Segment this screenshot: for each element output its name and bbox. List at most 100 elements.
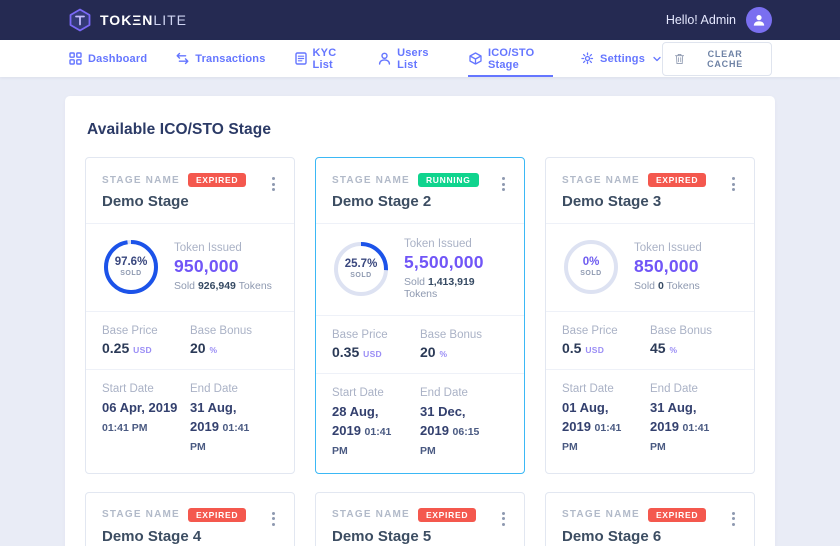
content-area: Available ICO/STO Stage STAGE NAME EXPIR…: [0, 77, 840, 546]
sold-tokens-value: 926,949: [197, 280, 236, 292]
base-price-block: Base Price 0.35 USD: [332, 329, 420, 360]
sold-tokens-value: 0: [657, 280, 664, 292]
token-issued-block: Token Issued 850,000 Sold 0 Tokens: [634, 242, 702, 292]
base-bonus-unit: %: [439, 349, 448, 359]
navbar-right: CLEAR CACHE: [662, 40, 772, 77]
base-bonus-unit: %: [209, 345, 218, 355]
token-issued-value: 950,000: [174, 256, 239, 276]
stage-card: STAGE NAME RUNNING Demo Stage 2 25.7% SO…: [315, 157, 525, 474]
end-date-value: 31 Dec, 2019 06:15 PM: [420, 404, 480, 457]
start-date-label: Start Date: [102, 383, 154, 395]
base-price-block: Base Price 0.5 USD: [562, 325, 650, 356]
base-bonus-block: Base Bonus 20 %: [420, 329, 508, 360]
sold-progress-ring: 97.6% SOLD: [102, 238, 160, 296]
base-bonus-block: Base Bonus 45 %: [650, 325, 738, 356]
nav-item-label: Transactions: [195, 52, 266, 65]
base-bonus-unit: %: [669, 345, 678, 355]
status-badge: RUNNING: [417, 173, 479, 187]
user-area: Hello! Admin: [666, 7, 772, 33]
base-price-unit: USD: [585, 345, 605, 355]
base-price-label: Base Price: [332, 329, 388, 341]
base-price-value: 0.5 USD: [562, 340, 605, 356]
nav-item-users-list[interactable]: Users List: [377, 40, 441, 77]
status-badge: EXPIRED: [187, 507, 247, 522]
stage-name-label: STAGE NAME: [332, 509, 410, 521]
brand-logo[interactable]: TOKΞNLITE: [68, 8, 187, 32]
end-date-label: End Date: [420, 387, 468, 399]
base-price-unit: USD: [133, 345, 152, 355]
gear-icon: [581, 52, 594, 65]
chevron-down-icon: [653, 56, 661, 62]
users-icon: [378, 52, 391, 65]
start-date-value: 01 Aug, 2019 01:41 PM: [562, 400, 622, 453]
user-avatar[interactable]: [746, 7, 772, 33]
base-bonus-value: 20 %: [190, 340, 218, 356]
token-issued-value: 850,000: [634, 256, 699, 276]
stage-menu-kebab-icon[interactable]: [727, 174, 740, 194]
stage-title: Demo Stage 5: [332, 527, 432, 545]
dates-section: Start Date 06 Apr, 2019 01:41 PM End Dat…: [86, 369, 294, 469]
page-title: Available ICO/STO Stage: [87, 121, 272, 138]
stage-card: STAGE NAME EXPIRED Demo Stage 97.6% SOLD…: [85, 157, 295, 474]
base-bonus-value: 45 %: [650, 340, 678, 356]
start-date-block: Start Date 01 Aug, 2019 01:41 PM: [562, 383, 650, 456]
price-bonus-section: Base Price 0.5 USD Base Bonus 45 %: [546, 311, 754, 369]
nav-item-kyc-list[interactable]: KYC List: [294, 40, 351, 77]
status-badge: EXPIRED: [417, 507, 477, 522]
end-date-block: End Date 31 Aug, 2019 01:41 PM: [190, 383, 278, 456]
start-date-value: 06 Apr, 2019 01:41 PM: [102, 400, 178, 434]
base-bonus-value: 20 %: [420, 344, 448, 360]
clear-cache-button[interactable]: CLEAR CACHE: [662, 41, 772, 76]
nav-item-transactions[interactable]: Transactions: [175, 40, 266, 77]
base-bonus-label: Base Bonus: [420, 329, 483, 341]
stage-name-label: STAGE NAME: [562, 174, 640, 186]
transactions-icon: [176, 52, 189, 65]
base-price-label: Base Price: [562, 325, 618, 337]
token-issued-label: Token Issued: [174, 242, 242, 254]
end-time-value: 01:41 PM: [190, 421, 250, 453]
trash-icon: [675, 53, 685, 64]
sold-tokens-line: Sold 1,413,919 Tokens: [404, 276, 475, 300]
sold-ring-progress: [104, 240, 158, 294]
stage-menu-kebab-icon[interactable]: [497, 509, 510, 529]
start-date-label: Start Date: [562, 383, 614, 395]
base-price-value: 0.35 USD: [332, 344, 382, 360]
token-issued-block: Token Issued 5,500,000 Sold 1,413,919 To…: [404, 238, 508, 300]
base-bonus-block: Base Bonus 20 %: [190, 325, 278, 356]
nav-item-ico-sto-stage[interactable]: ICO/STO Stage: [467, 40, 554, 77]
base-bonus-label: Base Bonus: [190, 325, 253, 337]
sold-percent: 97.6%: [114, 256, 148, 269]
stage-title: Demo Stage 4: [102, 527, 202, 545]
cube-icon: [469, 52, 482, 65]
sold-percent: 0%: [582, 256, 600, 269]
stage-title: Demo Stage: [102, 193, 189, 210]
start-date-value: 28 Aug, 2019 01:41 PM: [332, 404, 392, 457]
clear-cache-label: CLEAR CACHE: [707, 48, 744, 69]
token-issued-label: Token Issued: [404, 238, 472, 250]
nav-item-label: KYC List: [312, 46, 337, 71]
stage-menu-kebab-icon[interactable]: [727, 509, 740, 529]
brand-name-light: LITE: [153, 12, 187, 28]
sold-tokens-value: 1,413,919: [427, 276, 475, 288]
stage-menu-kebab-icon[interactable]: [497, 174, 510, 194]
base-price-block: Base Price 0.25 USD: [102, 325, 190, 356]
stage-card: STAGE NAME EXPIRED Demo Stage 5 0% SOLD …: [315, 491, 525, 546]
end-date-label: End Date: [190, 383, 238, 395]
price-bonus-section: Base Price 0.25 USD Base Bonus 20 %: [86, 311, 294, 369]
start-time-value: 01:41 PM: [332, 425, 392, 457]
stage-card-header: STAGE NAME EXPIRED Demo Stage 5: [316, 493, 524, 546]
sold-tokens-line: Sold 0 Tokens: [634, 280, 700, 292]
start-time-value: 01:41 PM: [562, 421, 622, 453]
nav-item-settings[interactable]: Settings: [580, 40, 662, 77]
price-bonus-section: Base Price 0.35 USD Base Bonus 20 %: [316, 315, 524, 373]
stage-title: Demo Stage 6: [562, 527, 662, 545]
base-price-value: 0.25 USD: [102, 340, 152, 356]
stage-menu-kebab-icon[interactable]: [267, 174, 280, 194]
start-date-block: Start Date 06 Apr, 2019 01:41 PM: [102, 383, 190, 456]
dashboard-grid-icon: [69, 52, 82, 65]
main-navbar: Dashboard Transactions KYC List Users Li…: [0, 40, 840, 77]
sold-section: 97.6% SOLD Token Issued 950,000 Sold 926…: [86, 223, 294, 311]
nav-item-dashboard[interactable]: Dashboard: [68, 40, 148, 77]
stage-menu-kebab-icon[interactable]: [267, 509, 280, 529]
end-date-value: 31 Aug, 2019 01:41 PM: [190, 400, 250, 453]
